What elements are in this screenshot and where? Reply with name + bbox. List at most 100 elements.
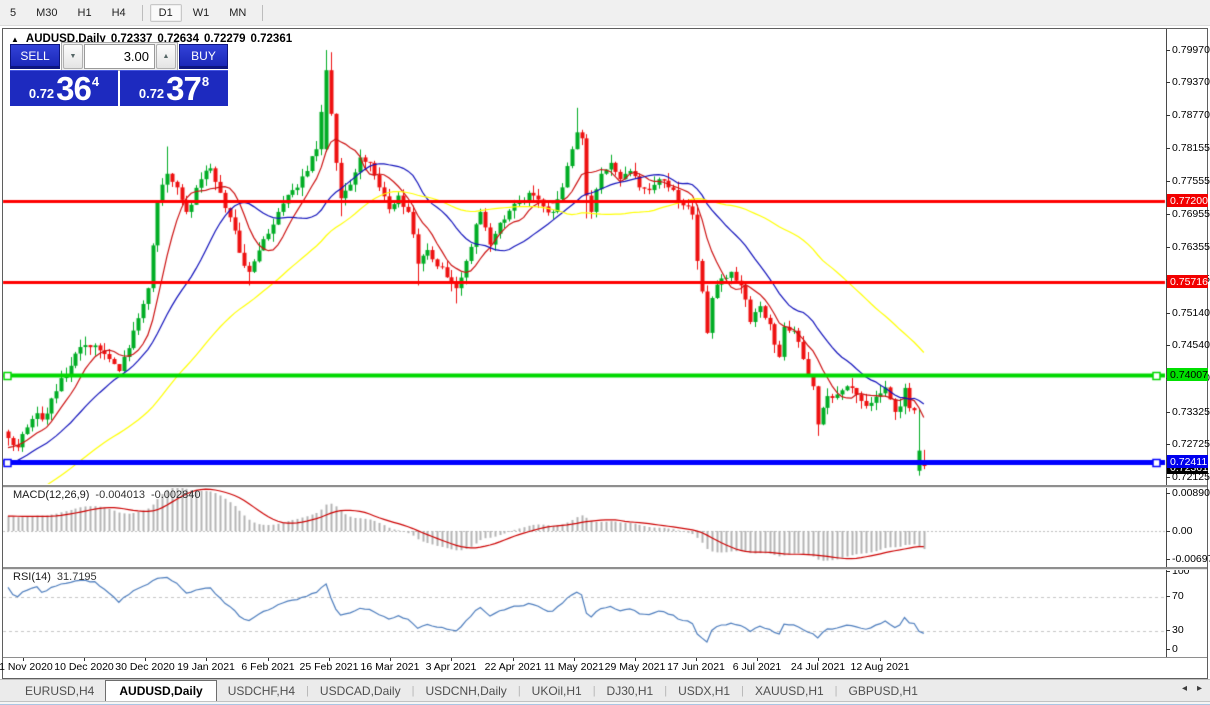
- date-label: 12 Aug 2021: [850, 661, 910, 673]
- toolbar-separator: [262, 4, 264, 21]
- tab-gbpusd-h1[interactable]: GBPUSD,H1: [848, 684, 918, 698]
- price-tick: 0.78770: [1172, 109, 1210, 121]
- buy-button-label: BUY: [191, 48, 216, 63]
- price-tick-dash: [1166, 247, 1170, 248]
- timeframe-button-m30[interactable]: M30: [36, 6, 58, 19]
- rsi-indicator-label: RSI(14) 31.7195: [13, 571, 103, 583]
- macd-scale-tick-dash: [1166, 493, 1170, 494]
- price-tick-dash: [1166, 412, 1170, 413]
- status-strip: [0, 701, 1210, 705]
- tab-usdcad-daily[interactable]: USDCAD,Daily: [319, 684, 401, 698]
- timeframe-button-d1[interactable]: D1: [149, 3, 182, 22]
- price-tick-dash: [1166, 82, 1170, 83]
- price-tick-dash: [1166, 181, 1170, 182]
- quote-low: 0.72279: [203, 33, 246, 45]
- date-label: 29 May 2021: [604, 661, 666, 673]
- sell-price-box[interactable]: 0.72 36 4: [10, 70, 118, 106]
- date-tick-dash: [390, 658, 391, 661]
- date-tick-dash: [145, 658, 146, 661]
- macd-scale-tick: 0.00: [1172, 525, 1193, 537]
- level-badge-0.77200: 0.77200: [1167, 194, 1208, 207]
- volume-increase-button[interactable]: ▲: [156, 44, 176, 69]
- macd-pane-splitter[interactable]: [3, 485, 1207, 488]
- date-tick-dash: [880, 658, 881, 661]
- scroll-right-icon[interactable]: ▸: [1196, 683, 1202, 694]
- rsi-scale-tick: 70: [1172, 590, 1184, 602]
- date-tick-dash: [329, 658, 330, 661]
- tab-xauusd-h1[interactable]: XAUUSD,H1: [754, 684, 824, 698]
- price-tick: 0.78155: [1172, 142, 1210, 154]
- date-label: 22 Apr 2021: [484, 661, 542, 673]
- buy-price-box[interactable]: 0.72 37 8: [120, 70, 228, 106]
- date-tick-dash: [757, 658, 758, 661]
- chevron-up-icon: ▲: [162, 53, 170, 60]
- sell-button[interactable]: SELL: [10, 44, 60, 69]
- level-badge-0.75716: 0.75716: [1167, 275, 1208, 288]
- price-tick-dash: [1166, 148, 1170, 149]
- timeframe-button-mn[interactable]: MN: [229, 6, 247, 19]
- tab-dj30-h1[interactable]: DJ30,H1: [606, 684, 654, 698]
- date-label: 10 Dec 2020: [54, 661, 114, 673]
- price-tick: 0.75140: [1172, 307, 1210, 319]
- rsi-pane-splitter[interactable]: [3, 567, 1207, 570]
- tab-audusd-daily[interactable]: AUDUSD,Daily: [105, 680, 217, 702]
- timeframe-button-h1[interactable]: H1: [77, 6, 92, 19]
- tab-ukoil-h1[interactable]: UKOil,H1: [531, 684, 582, 698]
- timeframe-button-w1[interactable]: W1: [192, 6, 210, 19]
- macd-indicator-label: MACD(12,26,9) -0.004013 -0.002840: [13, 489, 207, 501]
- tab-separator: |: [834, 685, 838, 697]
- date-label: 24 Jul 2021: [790, 661, 846, 673]
- price-tick: 0.73325: [1172, 406, 1210, 418]
- chart-window-frame: [2, 28, 1208, 679]
- price-tick: 0.79970: [1172, 44, 1210, 56]
- rsi-title: RSI(14): [13, 571, 51, 583]
- collapse-triangle-icon[interactable]: ▲: [11, 34, 19, 44]
- scroll-left-icon[interactable]: ◂: [1181, 683, 1187, 694]
- volume-spinner: ▼ ▲: [61, 42, 178, 71]
- tab-usdcnh-daily[interactable]: USDCNH,Daily: [425, 684, 507, 698]
- toolbar-separator: [141, 4, 143, 21]
- date-tick-dash: [574, 658, 575, 661]
- volume-decrease-button[interactable]: ▼: [63, 44, 83, 69]
- price-tick: 0.72725: [1172, 438, 1210, 450]
- macd-signal-value: -0.002840: [150, 489, 201, 501]
- date-tick-dash: [635, 658, 636, 661]
- sell-price-prefix: 0.72: [28, 86, 55, 101]
- level-badge-0.72411: 0.72411: [1167, 455, 1208, 468]
- tab-eurusd-h4[interactable]: EURUSD,H4: [25, 684, 95, 698]
- rsi-scale-tick-dash: [1166, 630, 1170, 631]
- timeframe-button-h4[interactable]: H4: [111, 6, 126, 19]
- price-tick-dash: [1166, 50, 1170, 51]
- rsi-scale-tick: 0: [1172, 643, 1178, 655]
- price-tick: 0.79370: [1172, 76, 1210, 88]
- date-label: 6 Jul 2021: [732, 661, 782, 673]
- buy-button[interactable]: BUY: [179, 44, 228, 69]
- date-tick-dash: [84, 658, 85, 661]
- date-label: 30 Dec 2020: [115, 661, 175, 673]
- macd-scale-tick: 0.008903: [1172, 487, 1210, 499]
- tab-scroll-arrows: ◂ ▸: [1182, 683, 1202, 695]
- volume-input[interactable]: [84, 44, 155, 69]
- tab-usdx-h1[interactable]: USDX,H1: [678, 684, 731, 698]
- date-label: 6 Feb 2021: [241, 661, 295, 673]
- price-tick: 0.77555: [1172, 175, 1210, 187]
- buy-price-main: 37: [166, 70, 202, 107]
- date-label: 19 Jan 2021: [177, 661, 235, 673]
- price-tick-dash: [1166, 444, 1170, 445]
- rsi-value: 31.7195: [56, 571, 97, 583]
- tab-usdchf-h4[interactable]: USDCHF,H4: [227, 684, 296, 698]
- date-tick-dash: [513, 658, 514, 661]
- rsi-scale-tick-dash: [1166, 649, 1170, 650]
- date-label: 3 Apr 2021: [425, 661, 477, 673]
- price-tick: 0.74540: [1172, 339, 1210, 351]
- tab-separator: |: [741, 685, 744, 697]
- timeframe-button-5[interactable]: 5: [10, 6, 17, 19]
- date-label: 16 Mar 2021: [360, 661, 420, 673]
- buy-price-pip: 8: [201, 74, 210, 89]
- price-tick: 0.76355: [1172, 241, 1210, 253]
- tab-separator: |: [411, 685, 415, 697]
- date-label: 17 Jun 2021: [667, 661, 725, 673]
- price-tick-dash: [1166, 477, 1170, 478]
- sell-price-pip: 4: [91, 74, 100, 89]
